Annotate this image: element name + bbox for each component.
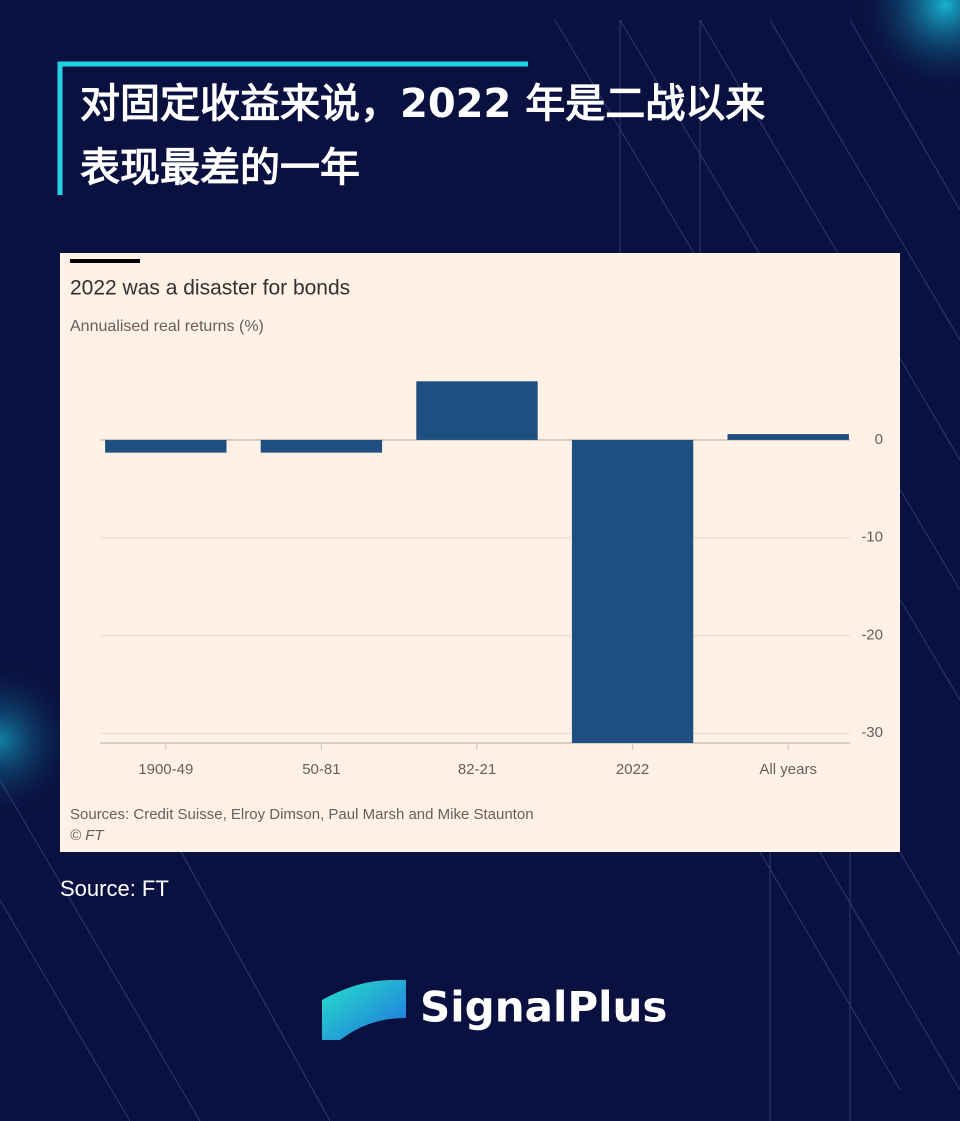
bar: [727, 434, 849, 440]
chart-panel: [60, 253, 900, 852]
source: Source: FT: [60, 876, 169, 901]
title-line: 表现最差的一年: [80, 145, 360, 191]
y-tick-label: -30: [861, 724, 883, 741]
chart-subtitle: Annualised real returns (%): [70, 318, 264, 335]
chart: 2022 was a disaster for bonds Annualised…: [60, 253, 900, 852]
footnote: Sources: Credit Suisse, Elroy Dimson, Pa…: [70, 806, 534, 823]
title-line: 对固定收益来说，2022 年是二战以来: [80, 81, 765, 127]
glow: [0, 660, 80, 820]
bar: [105, 439, 227, 453]
glow: [855, 0, 960, 95]
x-tick-label: 82-21: [458, 761, 496, 778]
x-tick-label: 1900-49: [138, 761, 193, 778]
decor-lines: [0, 19, 960, 1121]
brand: SignalPlus: [420, 983, 667, 1032]
x-tick-label: 50-81: [302, 761, 340, 778]
x-tick-label: 2022: [616, 761, 649, 778]
bar: [571, 439, 694, 743]
title-frame: [57, 61, 528, 195]
bar: [260, 439, 383, 453]
chart-title: 2022 was a disaster for bonds: [70, 277, 350, 300]
logo-mark: [322, 980, 406, 1040]
bar: [416, 381, 538, 440]
ft-bar: [70, 259, 140, 263]
y-tick-label: 0: [875, 431, 883, 448]
y-tick-label: -20: [861, 626, 883, 643]
x-tick-label: All years: [759, 761, 817, 778]
credit: © FT: [70, 827, 105, 844]
y-tick-label: -10: [861, 529, 883, 546]
